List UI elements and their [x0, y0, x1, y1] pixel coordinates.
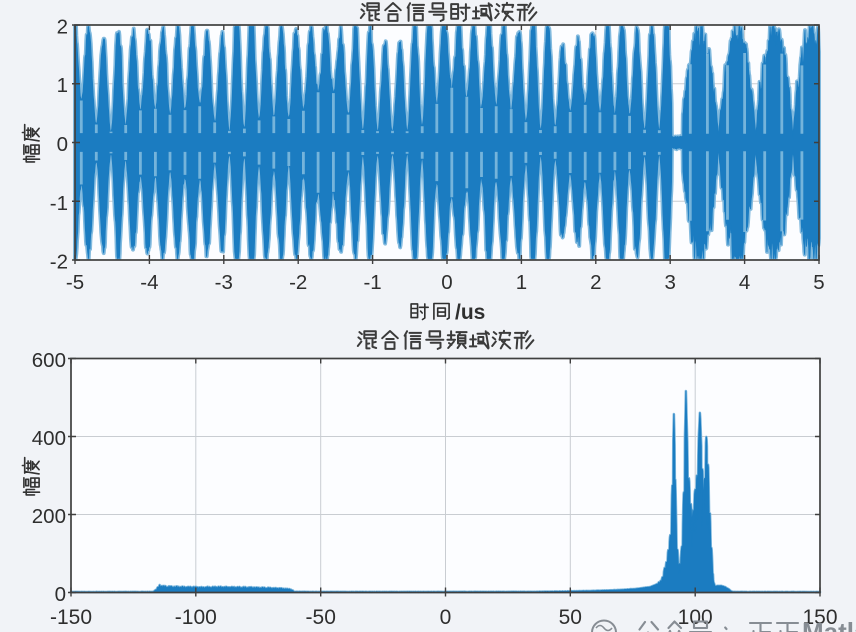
svg-text:150: 150 — [802, 606, 837, 629]
svg-text:50: 50 — [559, 606, 582, 629]
svg-text:-150: -150 — [50, 606, 92, 629]
svg-text:0: 0 — [440, 606, 452, 629]
svg-text:2: 2 — [57, 16, 68, 39]
svg-text:/us: /us — [455, 301, 485, 324]
svg-text:3: 3 — [664, 271, 675, 294]
svg-text:2: 2 — [590, 271, 601, 294]
svg-text:Matlab: Matlab — [802, 617, 856, 632]
svg-text:0: 0 — [55, 583, 66, 606]
svg-text:0: 0 — [57, 133, 68, 156]
svg-text:-1: -1 — [363, 271, 381, 294]
svg-text:-1: -1 — [50, 192, 68, 215]
svg-text:-2: -2 — [50, 251, 68, 274]
svg-text:5: 5 — [813, 271, 824, 294]
svg-text:-4: -4 — [140, 271, 158, 294]
svg-text:1: 1 — [57, 74, 68, 97]
svg-text:-5: -5 — [66, 271, 84, 294]
svg-text:200: 200 — [32, 505, 66, 528]
svg-text:-50: -50 — [306, 606, 336, 629]
svg-text:100: 100 — [678, 606, 713, 629]
svg-text:400: 400 — [32, 427, 66, 450]
svg-text:-2: -2 — [289, 271, 307, 294]
svg-text:-100: -100 — [175, 606, 217, 629]
svg-text:1: 1 — [516, 271, 527, 294]
svg-text:0: 0 — [441, 271, 452, 294]
svg-text:600: 600 — [32, 349, 66, 372]
svg-text:-3: -3 — [215, 271, 233, 294]
svg-text:4: 4 — [739, 271, 750, 294]
